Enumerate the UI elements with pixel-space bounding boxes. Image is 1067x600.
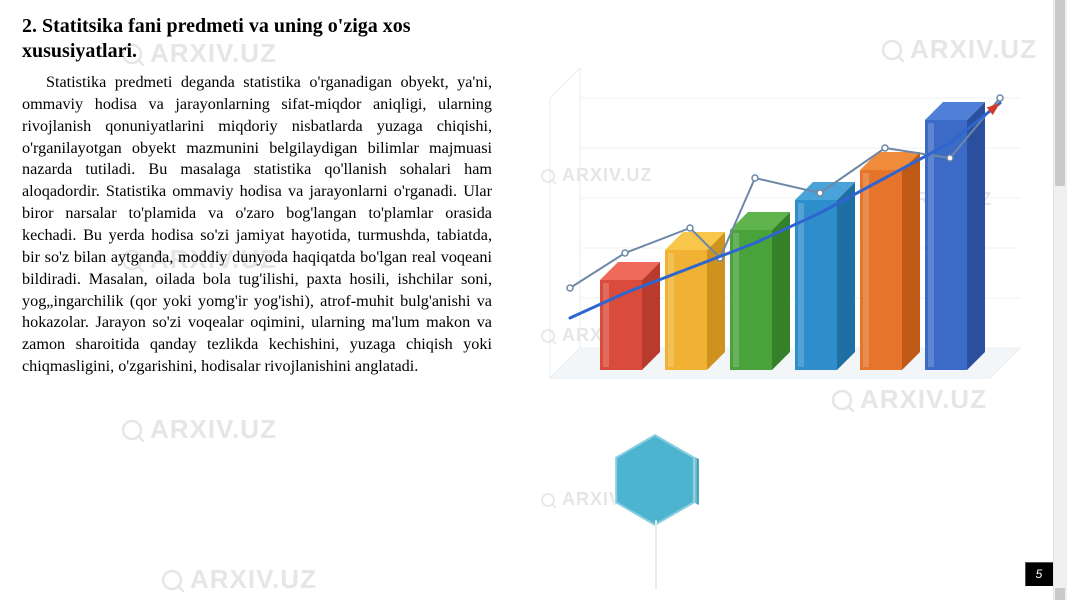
connector-line (655, 520, 657, 590)
watermark: ARXIV.UZ (120, 414, 277, 445)
scroll-down-button[interactable] (1055, 588, 1065, 600)
watermark: ARXIV.UZ (160, 564, 317, 595)
section-heading: 2. Statitsika fani predmeti va uning o'z… (22, 14, 492, 64)
page-number: 5 (1036, 567, 1043, 581)
growth-bar-chart (530, 58, 1030, 438)
hexagon-decoration (600, 430, 710, 530)
body-paragraph: Statistika predmeti deganda statistika o… (22, 72, 492, 378)
page-number-badge: 5 (1025, 562, 1053, 586)
vertical-scrollbar[interactable] (1053, 0, 1067, 600)
scroll-thumb[interactable] (1055, 6, 1065, 186)
